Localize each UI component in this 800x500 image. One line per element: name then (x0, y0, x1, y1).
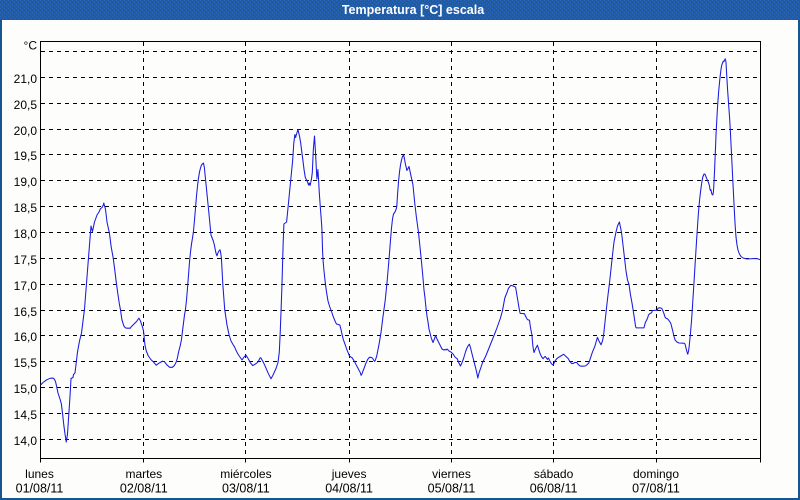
svg-text:15,0: 15,0 (14, 382, 38, 396)
svg-text:20,0: 20,0 (14, 124, 38, 138)
svg-text:18,5: 18,5 (14, 201, 38, 215)
svg-text:viernes: viernes (432, 467, 471, 481)
svg-text:jueves: jueves (331, 467, 367, 481)
svg-text:15,5: 15,5 (14, 356, 38, 370)
svg-text:°C: °C (24, 39, 38, 53)
svg-text:05/08/11: 05/08/11 (428, 482, 476, 496)
svg-text:domingo: domingo (633, 467, 679, 481)
svg-text:17,5: 17,5 (14, 253, 38, 267)
svg-text:20,5: 20,5 (14, 98, 38, 112)
svg-text:18,0: 18,0 (14, 227, 38, 241)
svg-text:14,5: 14,5 (14, 408, 38, 422)
svg-text:02/08/11: 02/08/11 (120, 482, 168, 496)
svg-text:sábado: sábado (534, 467, 574, 481)
svg-text:17,0: 17,0 (14, 279, 38, 293)
svg-text:16,0: 16,0 (14, 330, 38, 344)
svg-text:07/08/11: 07/08/11 (632, 482, 680, 496)
svg-text:miércoles: miércoles (220, 467, 271, 481)
svg-text:martes: martes (125, 467, 162, 481)
svg-text:19,0: 19,0 (14, 175, 38, 189)
svg-text:lunes: lunes (25, 467, 54, 481)
svg-text:19,5: 19,5 (14, 149, 38, 163)
svg-text:06/08/11: 06/08/11 (530, 482, 578, 496)
svg-text:01/08/11: 01/08/11 (16, 482, 64, 496)
svg-text:16,5: 16,5 (14, 305, 38, 319)
svg-text:03/08/11: 03/08/11 (222, 482, 270, 496)
svg-text:21,0: 21,0 (14, 72, 38, 86)
svg-text:04/08/11: 04/08/11 (325, 482, 373, 496)
svg-text:14,0: 14,0 (14, 434, 38, 448)
